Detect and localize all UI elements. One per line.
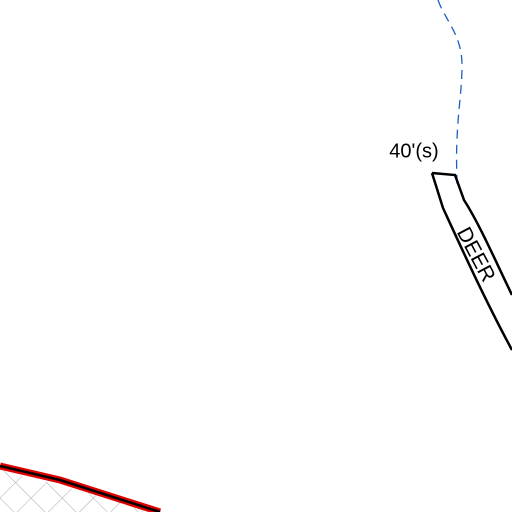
boundary-line-core	[0, 464, 161, 512]
road-edge	[430, 172, 512, 351]
road-edge	[431, 171, 512, 296]
contour-label: 40'(s)	[389, 140, 438, 162]
stream	[437, 0, 463, 186]
